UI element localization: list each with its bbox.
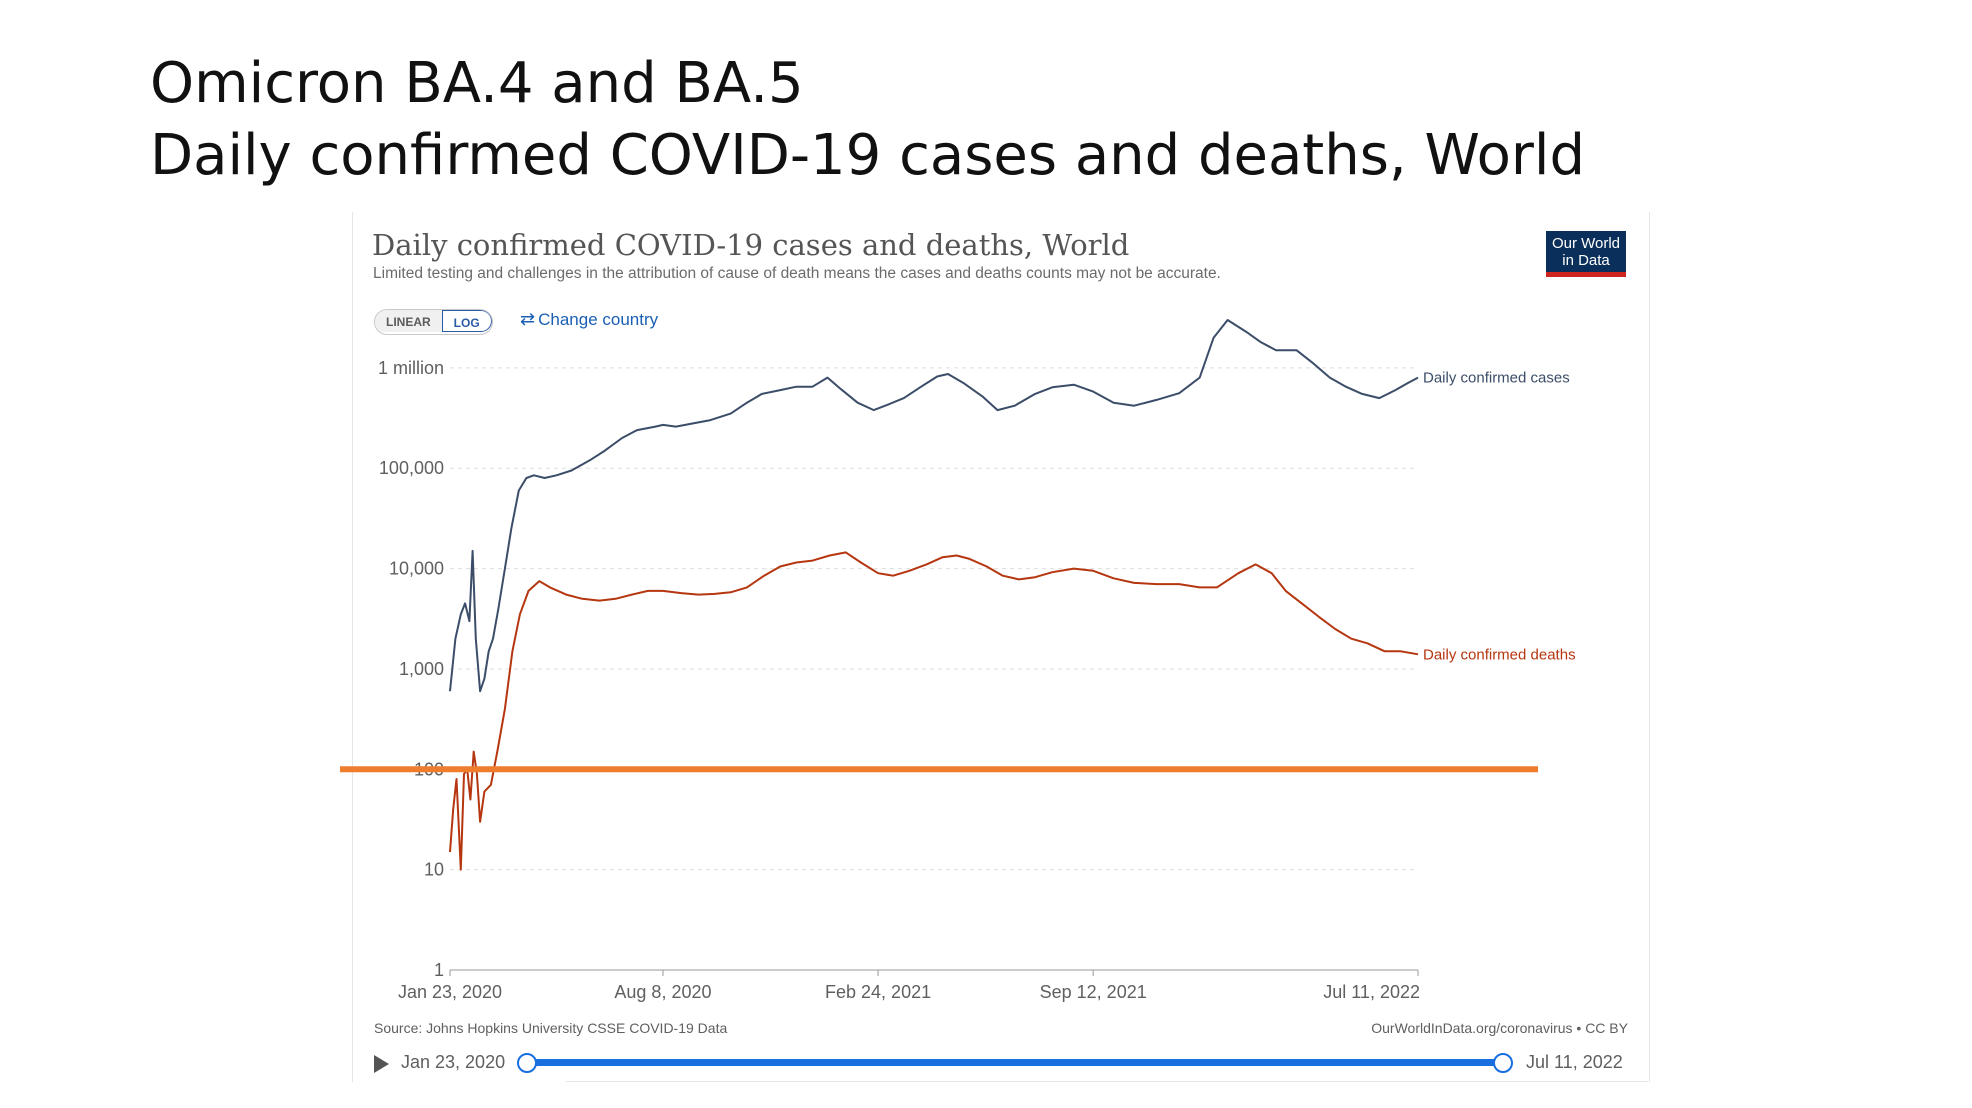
change-country-button[interactable]: ⇄ Change country xyxy=(520,309,658,330)
x-tick-label: Feb 24, 2021 xyxy=(825,982,931,1002)
change-country-label: Change country xyxy=(538,310,659,329)
owid-logo-line-2: in Data xyxy=(1562,252,1610,269)
y-tick-label: 10 xyxy=(424,860,444,880)
x-tick-label: Aug 8, 2020 xyxy=(614,982,711,1002)
series-labels: Daily confirmed cases Daily confirmed dea… xyxy=(1423,370,1576,664)
cases-series-label: Daily confirmed cases xyxy=(1423,370,1570,387)
linear-scale-button[interactable]: LINEAR xyxy=(375,310,442,332)
x-tick-label: Jan 23, 2020 xyxy=(398,982,502,1002)
owid-logo[interactable]: Our World in Data xyxy=(1546,231,1626,277)
x-tick-label: Jul 11, 2022 xyxy=(1323,982,1420,1002)
timeline-slider-track[interactable] xyxy=(526,1059,1502,1066)
owid-logo-line-1: Our World xyxy=(1551,235,1621,252)
x-tick-label: Sep 12, 2021 xyxy=(1040,982,1147,1002)
deaths-series-label: Daily confirmed deaths xyxy=(1423,646,1576,663)
timeline-start-label: Jan 23, 2020 xyxy=(401,1052,506,1072)
timeline-end-label: Jul 11, 2022 xyxy=(1526,1052,1623,1072)
timeline-end-handle[interactable] xyxy=(1493,1053,1513,1073)
slide-title: Omicron BA.4 and BA.5 Daily confirmed CO… xyxy=(150,48,1585,192)
source-note: Source: Johns Hopkins University CSSE CO… xyxy=(374,1020,728,1036)
chart-frame-bottom-border xyxy=(566,1081,1648,1082)
deaths-line xyxy=(449,551,1419,871)
slide-title-line-1: Omicron BA.4 and BA.5 xyxy=(150,51,804,116)
play-icon[interactable] xyxy=(374,1055,389,1073)
y-tick-label: 10,000 xyxy=(389,559,444,579)
y-tick-label: 1,000 xyxy=(399,659,444,679)
slide-title-line-2: Daily confirmed COVID-19 cases and death… xyxy=(150,123,1585,188)
cases-line xyxy=(449,319,1419,693)
series-layer xyxy=(449,319,1419,871)
y-tick-label: 1 million xyxy=(378,358,444,378)
license-link[interactable]: OurWorldInData.org/coronavirus • CC BY xyxy=(1371,1020,1628,1036)
y-tick-label: 100,000 xyxy=(379,458,444,478)
timeline-start-handle[interactable] xyxy=(517,1053,537,1073)
x-axis-ticks: Jan 23, 2020 Aug 8, 2020 Feb 24, 2021 Sep 1… xyxy=(398,969,1420,1002)
log-scale-button[interactable]: LOG xyxy=(441,310,492,332)
grid-layer xyxy=(450,367,1418,971)
y-tick-label: 1 xyxy=(434,960,444,980)
swap-arrows-icon: ⇄ xyxy=(520,309,536,329)
scale-toggle: LINEAR LOG xyxy=(374,309,493,335)
chart-subtitle: Limited testing and challenges in the at… xyxy=(373,265,1221,282)
chart-title: Daily confirmed COVID-19 cases and death… xyxy=(372,228,1130,262)
chart-frame xyxy=(352,212,1650,1082)
